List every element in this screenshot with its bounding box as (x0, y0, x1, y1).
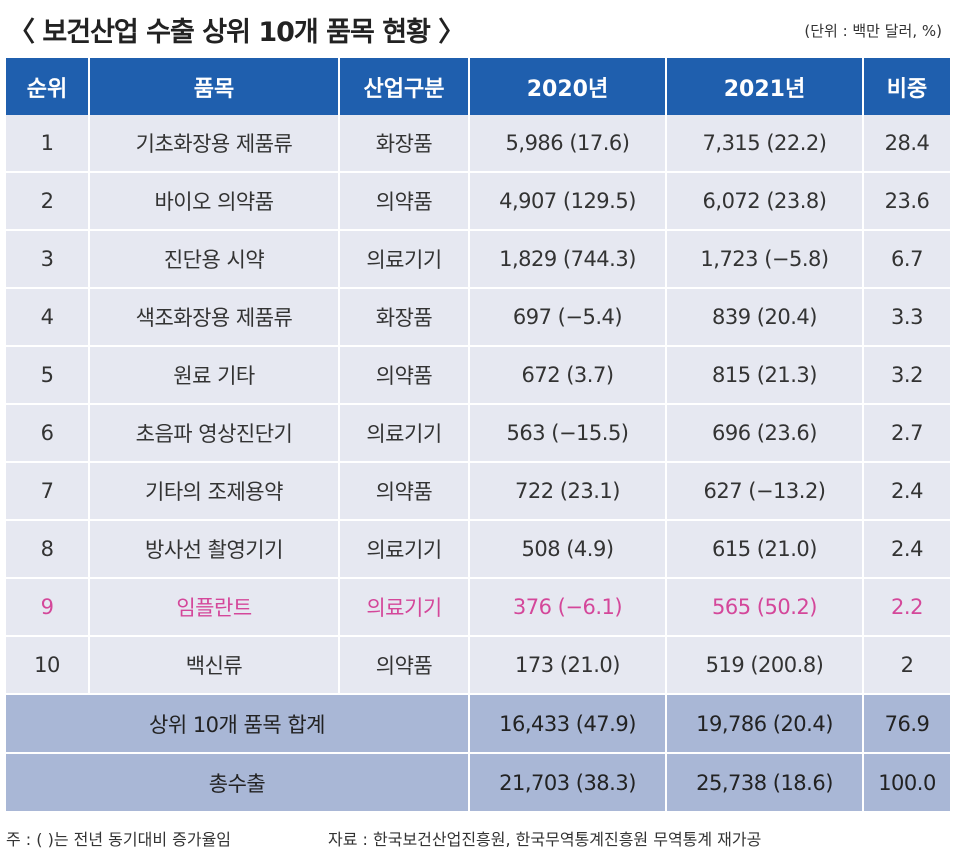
cell-share: 23.6 (863, 172, 950, 231)
cell-category: 의약품 (339, 172, 470, 231)
table-row: 3 진단용 시약 의료기기 1,829 (744.3) 1,723 (−5.8)… (6, 230, 950, 289)
table-row: 7 기타의 조제용약 의약품 722 (23.1) 627 (−13.2) 2.… (6, 462, 950, 521)
cell-category: 의료기기 (339, 404, 470, 463)
cell-share: 2.7 (863, 404, 950, 463)
summary-2020: 16,433 (47.9) (469, 694, 667, 754)
cell-category: 의료기기 (339, 230, 470, 289)
cell-rank: 10 (6, 636, 90, 695)
cell-rank: 1 (6, 115, 90, 173)
cell-category: 화장품 (339, 115, 470, 173)
cell-share: 3.3 (863, 288, 950, 347)
header-row: 순위 품목 산업구분 2020년 2021년 비중 (6, 58, 950, 115)
cell-share: 2.4 (863, 520, 950, 579)
footnote: 주 : ( )는 전년 동기대비 증가율임 (6, 830, 232, 849)
table-row: 4 색조화장용 제품류 화장품 697 (−5.4) 839 (20.4) 3.… (6, 288, 950, 347)
cell-rank: 6 (6, 404, 90, 463)
cell-share: 28.4 (863, 115, 950, 173)
cell-item: 바이오 의약품 (89, 172, 340, 231)
cell-share: 3.2 (863, 346, 950, 405)
cell-2020: 672 (3.7) (469, 346, 667, 405)
cell-2020: 722 (23.1) (469, 462, 667, 521)
cell-category: 화장품 (339, 288, 470, 347)
summary-2021: 25,738 (18.6) (666, 753, 864, 813)
cell-2021: 696 (23.6) (666, 404, 864, 463)
cell-share: 2.2 (863, 578, 950, 637)
cell-2021: 615 (21.0) (666, 520, 864, 579)
cell-2021: 7,315 (22.2) (666, 115, 864, 173)
cell-item: 원료 기타 (89, 346, 340, 405)
cell-item: 초음파 영상진단기 (89, 404, 340, 463)
summary-row-top10: 상위 10개 품목 합계 16,433 (47.9) 19,786 (20.4)… (6, 694, 950, 754)
cell-item: 기타의 조제용약 (89, 462, 340, 521)
cell-category: 의료기기 (339, 520, 470, 579)
cell-2020: 376 (−6.1) (469, 578, 667, 637)
cell-2020: 4,907 (129.5) (469, 172, 667, 231)
cell-item: 색조화장용 제품류 (89, 288, 340, 347)
header-item: 품목 (89, 58, 340, 115)
cell-share: 2.4 (863, 462, 950, 521)
summary-row-total: 총수출 21,703 (38.3) 25,738 (18.6) 100.0 (6, 753, 950, 813)
cell-item: 기초화장용 제품류 (89, 115, 340, 173)
cell-2021: 815 (21.3) (666, 346, 864, 405)
cell-2020: 5,986 (17.6) (469, 115, 667, 173)
header-share: 비중 (863, 58, 950, 115)
table-row: 8 방사선 촬영기기 의료기기 508 (4.9) 615 (21.0) 2.4 (6, 520, 950, 579)
cell-item: 임플란트 (89, 578, 340, 637)
table-row-highlighted: 9 임플란트 의료기기 376 (−6.1) 565 (50.2) 2.2 (6, 578, 950, 637)
summary-2021: 19,786 (20.4) (666, 694, 864, 754)
cell-2021: 519 (200.8) (666, 636, 864, 695)
table-row: 5 원료 기타 의약품 672 (3.7) 815 (21.3) 3.2 (6, 346, 950, 405)
header-rank: 순위 (6, 58, 90, 115)
cell-2021: 627 (−13.2) (666, 462, 864, 521)
cell-rank: 5 (6, 346, 90, 405)
title-row: 〈 보건산업 수출 상위 10개 품목 현황 〉 (단위 : 백만 달러, %) (0, 0, 960, 58)
unit-label: (단위 : 백만 달러, %) (804, 22, 942, 40)
header-category: 산업구분 (339, 58, 470, 115)
source-note: 자료 : 한국보건산업진흥원, 한국무역통계진흥원 무역통계 재가공 (328, 830, 762, 849)
cell-rank: 8 (6, 520, 90, 579)
cell-item: 진단용 시약 (89, 230, 340, 289)
export-table: 순위 품목 산업구분 2020년 2021년 비중 1 기초화장용 제품류 화장… (6, 58, 950, 813)
cell-rank: 2 (6, 172, 90, 231)
summary-share: 76.9 (863, 694, 950, 754)
cell-2021: 839 (20.4) (666, 288, 864, 347)
table-row: 10 백신류 의약품 173 (21.0) 519 (200.8) 2 (6, 636, 950, 695)
table-row: 1 기초화장용 제품류 화장품 5,986 (17.6) 7,315 (22.2… (6, 115, 950, 173)
table-row: 2 바이오 의약품 의약품 4,907 (129.5) 6,072 (23.8)… (6, 172, 950, 231)
cell-item: 방사선 촬영기기 (89, 520, 340, 579)
cell-category: 의료기기 (339, 578, 470, 637)
cell-rank: 9 (6, 578, 90, 637)
cell-category: 의약품 (339, 346, 470, 405)
cell-2020: 1,829 (744.3) (469, 230, 667, 289)
cell-share: 2 (863, 636, 950, 695)
summary-label: 상위 10개 품목 합계 (6, 694, 470, 754)
cell-rank: 4 (6, 288, 90, 347)
summary-label: 총수출 (6, 753, 470, 813)
header-2021: 2021년 (666, 58, 864, 115)
cell-2020: 508 (4.9) (469, 520, 667, 579)
cell-2021: 1,723 (−5.8) (666, 230, 864, 289)
cell-2021: 565 (50.2) (666, 578, 864, 637)
cell-2020: 697 (−5.4) (469, 288, 667, 347)
cell-rank: 3 (6, 230, 90, 289)
summary-share: 100.0 (863, 753, 950, 813)
cell-2021: 6,072 (23.8) (666, 172, 864, 231)
page-title: 〈 보건산업 수출 상위 10개 품목 현황 〉 (8, 17, 465, 48)
cell-2020: 563 (−15.5) (469, 404, 667, 463)
summary-2020: 21,703 (38.3) (469, 753, 667, 813)
table-row: 6 초음파 영상진단기 의료기기 563 (−15.5) 696 (23.6) … (6, 404, 950, 463)
cell-rank: 7 (6, 462, 90, 521)
header-2020: 2020년 (469, 58, 667, 115)
cell-category: 의약품 (339, 462, 470, 521)
cell-item: 백신류 (89, 636, 340, 695)
cell-share: 6.7 (863, 230, 950, 289)
cell-category: 의약품 (339, 636, 470, 695)
cell-2020: 173 (21.0) (469, 636, 667, 695)
